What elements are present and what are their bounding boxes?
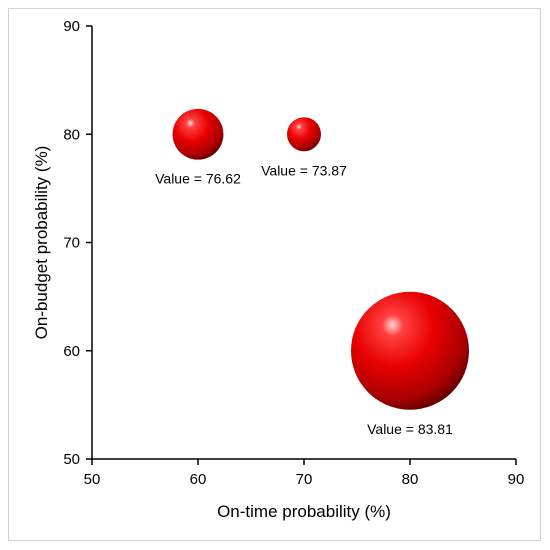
bubbles (172, 108, 469, 410)
y-tick-label: 70 (63, 235, 80, 252)
ticks: 50 60 70 80 90 50 60 70 80 90 (63, 18, 524, 488)
x-tick-label: 70 (296, 471, 313, 488)
data-label: Value = 73.87 (261, 162, 347, 178)
data-labels: Value = 76.62 Value = 73.87 Value = 83.81 (155, 162, 453, 437)
data-label: Value = 76.62 (155, 171, 241, 187)
x-tick-label: 80 (402, 471, 419, 488)
y-tick-label: 50 (63, 451, 80, 468)
x-tick-label: 50 (84, 471, 101, 488)
bubble (172, 108, 224, 160)
axes (91, 26, 516, 460)
bubble (351, 291, 469, 410)
y-axis-title: On-budget probability (%) (32, 146, 51, 340)
chart-frame (8, 8, 541, 541)
x-tick-label: 60 (190, 471, 207, 488)
x-axis-title: On-time probability (%) (217, 502, 391, 521)
y-tick-label: 60 (63, 343, 80, 360)
y-tick-label: 80 (63, 126, 80, 143)
y-tick-label: 90 (63, 18, 80, 35)
x-tick-label: 90 (508, 471, 525, 488)
bubble (287, 117, 321, 152)
data-label: Value = 83.81 (367, 421, 453, 437)
